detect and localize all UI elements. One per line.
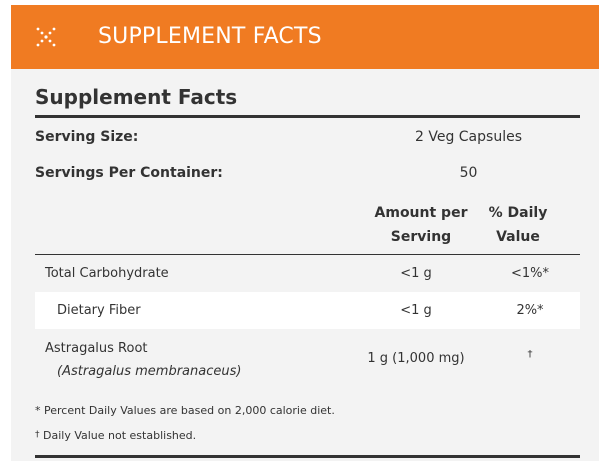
nutrient-name: Total Carbohydrate [45,266,169,281]
nutrient-daily-value: <1%* [510,266,550,281]
column-header-daily-value: % Daily Value [483,201,553,249]
footnote-not-established-text: Daily Value not established. [39,429,197,442]
nutrient-name: Astragalus Root [45,341,148,356]
serving-size-label: Serving Size: [35,129,139,145]
column-header-amount-line2: Serving [390,229,452,245]
footnote-daily-values: * Percent Daily Values are based on 2,00… [35,404,335,417]
footnote-not-established: † Daily Value not established. [35,429,196,442]
nutrient-row: Total Carbohydrate <1 g <1%* [35,255,580,292]
divider-thin [35,254,580,255]
nutrient-row: Dietary Fiber <1 g 2%* [35,292,580,329]
sparkle-cross-icon [36,27,56,47]
column-header-dv-line1: % Daily [488,205,548,221]
section-title: SUPPLEMENT FACTS [98,24,322,49]
servings-per-container-value: 50 [459,165,478,181]
nutrient-botanical-name: (Astragalus membranaceus) [57,364,242,379]
divider-thick [35,115,580,118]
nutrient-amount: <1 g [400,303,432,318]
nutrient-row: Astragalus Root (Astragalus membranaceus… [35,329,580,389]
column-header-dv-line2: Value [496,229,540,245]
nutrient-name: Dietary Fiber [57,303,141,318]
nutrient-amount: <1 g [400,266,432,281]
nutrient-amount: 1 g (1,000 mg) [367,351,465,366]
supplement-facts-panel: Supplement Facts Serving Size: 2 Veg Cap… [11,69,599,461]
nutrient-daily-value: 2%* [516,303,544,318]
nutrient-daily-value: † [527,349,533,360]
column-header-amount-line1: Amount per [374,205,468,221]
column-header-amount: Amount per Serving [366,201,476,249]
servings-per-container-label: Servings Per Container: [35,165,223,181]
facts-title: Supplement Facts [35,85,238,109]
divider-bottom [35,455,580,458]
dagger-mark: † [35,430,40,440]
section-header: SUPPLEMENT FACTS [11,5,599,69]
serving-size-value: 2 Veg Capsules [414,129,522,145]
